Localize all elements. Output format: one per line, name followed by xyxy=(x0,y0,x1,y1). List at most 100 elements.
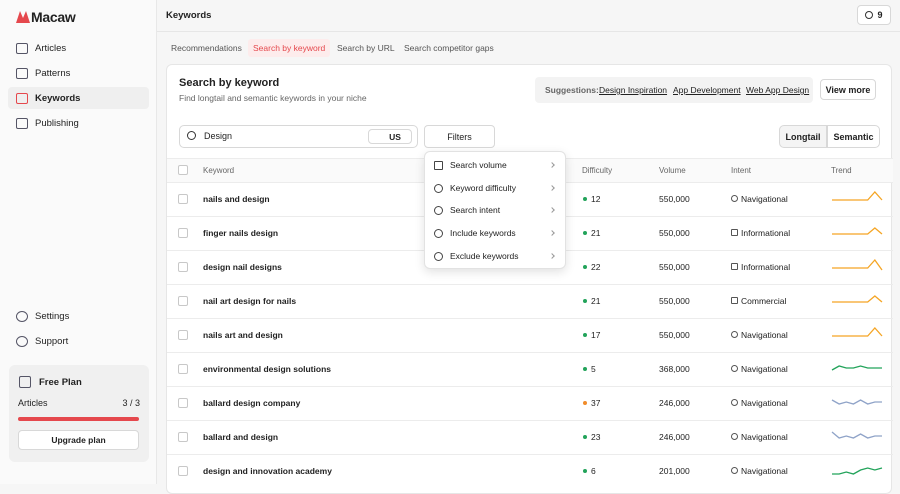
suggestion[interactable]: App Development xyxy=(673,85,741,95)
keyword: design nail designs xyxy=(203,262,282,272)
row-checkbox[interactable] xyxy=(178,194,188,204)
difficulty-dot xyxy=(583,231,587,235)
row-checkbox[interactable] xyxy=(178,364,188,374)
nav-item[interactable]: Keywords xyxy=(35,93,80,104)
row-checkbox[interactable] xyxy=(178,228,188,238)
keyword: nails and design xyxy=(203,194,270,204)
nav-item[interactable]: Publishing xyxy=(35,118,79,129)
menu-item[interactable]: Include keywords xyxy=(450,228,516,238)
progress-bar xyxy=(18,417,139,421)
difficulty-dot xyxy=(583,265,587,269)
volume: 246,000 xyxy=(659,398,690,408)
difficulty: 6 xyxy=(591,466,596,476)
difficulty: 37 xyxy=(591,398,600,408)
badge-icon xyxy=(865,11,873,19)
mode-button[interactable]: Semantic xyxy=(827,125,880,148)
menu-chevron xyxy=(549,253,555,259)
mode-button[interactable]: Longtail xyxy=(779,125,827,148)
tab[interactable]: Search competitor gaps xyxy=(399,39,499,57)
nav-icon xyxy=(16,311,28,322)
volume: 246,000 xyxy=(659,432,690,442)
menu-item[interactable]: Exclude keywords xyxy=(450,251,519,261)
tab[interactable]: Search by keyword xyxy=(248,39,330,57)
row-divider xyxy=(167,420,893,421)
menu-chevron xyxy=(549,185,555,191)
column-header: Keyword xyxy=(203,166,234,175)
nav-item[interactable]: Settings xyxy=(35,311,69,322)
intent: Navigational xyxy=(741,466,788,476)
difficulty-dot xyxy=(583,197,587,201)
search-query[interactable]: Design xyxy=(204,131,232,141)
suggestions-label: Suggestions: xyxy=(545,85,599,95)
menu-icon xyxy=(434,229,443,238)
suggestion[interactable]: Design Inspiration xyxy=(599,85,667,95)
trend-line xyxy=(832,366,882,370)
intent-icon xyxy=(731,263,738,270)
plan-icon xyxy=(19,376,31,388)
row-divider xyxy=(167,454,893,455)
difficulty: 17 xyxy=(591,330,600,340)
intent-icon xyxy=(731,365,738,372)
difficulty: 5 xyxy=(591,364,596,374)
row-checkbox[interactable] xyxy=(178,432,188,442)
difficulty-dot xyxy=(583,299,587,303)
country-select[interactable]: US xyxy=(368,129,412,144)
filters-button[interactable]: Filters xyxy=(424,125,495,148)
menu-icon xyxy=(434,252,443,261)
volume: 368,000 xyxy=(659,364,690,374)
column-header: Trend xyxy=(831,166,852,175)
intent-icon xyxy=(731,331,738,338)
row-checkbox[interactable] xyxy=(178,296,188,306)
sidebar: Macaw Free PlanArticles3 / 3Upgrade plan… xyxy=(0,0,157,484)
intent-icon xyxy=(731,229,738,236)
trend xyxy=(831,359,883,375)
trend xyxy=(831,461,883,477)
trend-line xyxy=(832,400,882,404)
trend-line xyxy=(832,468,882,474)
menu-item[interactable]: Search volume xyxy=(450,160,507,170)
row-checkbox[interactable] xyxy=(178,330,188,340)
volume: 550,000 xyxy=(659,194,690,204)
logo-icon xyxy=(16,11,30,23)
row-checkbox[interactable] xyxy=(178,262,188,272)
difficulty-dot xyxy=(583,367,587,371)
menu-item[interactable]: Search intent xyxy=(450,205,500,215)
row-checkbox[interactable] xyxy=(178,398,188,408)
nav-item[interactable]: Patterns xyxy=(35,68,70,79)
difficulty-dot xyxy=(583,333,587,337)
intent: Navigational xyxy=(741,194,788,204)
keyword: finger nails design xyxy=(203,228,278,238)
nav-item[interactable]: Support xyxy=(35,336,68,347)
column-header: Volume xyxy=(659,166,686,175)
trend xyxy=(831,257,883,273)
badge[interactable]: 9 xyxy=(857,5,891,25)
upgrade-button[interactable]: Upgrade plan xyxy=(18,430,139,450)
menu-item[interactable]: Keyword difficulty xyxy=(450,183,516,193)
tab[interactable]: Recommendations xyxy=(166,39,247,57)
difficulty: 12 xyxy=(591,194,600,204)
trend xyxy=(831,223,883,239)
plan-label: Articles xyxy=(18,398,48,408)
nav-icon xyxy=(16,118,28,129)
tab[interactable]: Search by URL xyxy=(332,39,400,57)
suggestion[interactable]: Web App Design xyxy=(746,85,809,95)
menu-icon xyxy=(434,161,443,170)
difficulty-dot xyxy=(583,469,587,473)
difficulty-dot xyxy=(583,401,587,405)
trend-line xyxy=(832,328,882,336)
view-more[interactable]: View more xyxy=(820,79,876,100)
row-divider xyxy=(167,352,893,353)
filters-menu: Search volume Keyword difficulty Search in… xyxy=(424,151,566,269)
keyword: nails art and design xyxy=(203,330,283,340)
nav-icon xyxy=(16,43,28,54)
row-checkbox[interactable] xyxy=(178,466,188,476)
intent-icon xyxy=(731,467,738,474)
column-header: Intent xyxy=(731,166,751,175)
search-card: Search by keywordFind longtail and seman… xyxy=(166,64,892,494)
nav-item[interactable]: Articles xyxy=(35,43,66,54)
menu-chevron xyxy=(549,230,555,236)
trend xyxy=(831,291,883,307)
intent-icon xyxy=(731,195,738,202)
nav-icon xyxy=(16,68,28,79)
divider xyxy=(157,31,900,32)
